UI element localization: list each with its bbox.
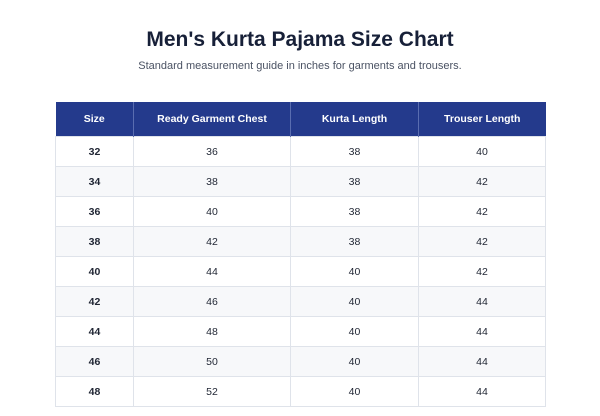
column-header: Ready Garment Chest	[133, 102, 291, 137]
table-row: 32 36 38 40	[55, 136, 546, 167]
size-cell: 36	[55, 196, 134, 227]
column-header: Size	[55, 102, 134, 137]
table-row: 36 40 38 42	[55, 196, 546, 227]
measure-cell: 52	[133, 376, 291, 407]
measure-cell: 38	[133, 166, 291, 197]
measure-cell: 50	[133, 346, 291, 377]
table-row: 46 50 40 44	[55, 346, 546, 377]
measure-cell: 36	[133, 136, 291, 167]
measure-cell: 42	[418, 226, 546, 257]
table-row: 40 44 40 42	[55, 256, 546, 287]
header-row: Size Ready Garment Chest Kurta Length Trous…	[55, 102, 546, 137]
size-cell: 38	[55, 226, 134, 257]
measure-cell: 40	[418, 136, 546, 167]
measure-cell: 48	[133, 316, 291, 347]
size-cell: 44	[55, 316, 134, 347]
table-body: 32 36 38 40 34 38 38 42 36 40 38 42 38 42 38 42 40 44 40 42…	[55, 136, 546, 407]
measure-cell: 42	[418, 196, 546, 227]
measure-cell: 44	[418, 286, 546, 317]
size-cell: 34	[55, 166, 134, 197]
measure-cell: 40	[290, 316, 419, 347]
table-row: 42 46 40 44	[55, 286, 546, 317]
title: Men's Kurta Pajama Size Chart	[146, 28, 454, 51]
measure-cell: 40	[133, 196, 291, 227]
table-row: 48 52 40 44	[55, 376, 546, 407]
column-header: Kurta Length	[290, 102, 419, 137]
measure-cell: 42	[133, 226, 291, 257]
measure-cell: 44	[133, 256, 291, 287]
table-row: 34 38 38 42	[55, 166, 546, 197]
measure-cell: 40	[290, 256, 419, 287]
table-row: 44 48 40 44	[55, 316, 546, 347]
measure-cell: 44	[418, 376, 546, 407]
measure-cell: 42	[418, 166, 546, 197]
measure-cell: 38	[290, 136, 419, 167]
size-cell: 46	[55, 346, 134, 377]
subtitle: Standard measurement guide in inches for…	[138, 60, 462, 72]
measure-cell: 38	[290, 196, 419, 227]
size-cell: 40	[55, 256, 134, 287]
measure-cell: 38	[290, 226, 419, 257]
size-cell: 42	[55, 286, 134, 317]
measure-cell: 44	[418, 316, 546, 347]
measure-cell: 40	[290, 376, 419, 407]
column-header: Trouser Length	[418, 102, 546, 137]
measure-cell: 46	[133, 286, 291, 317]
table-row: 38 42 38 42	[55, 226, 546, 257]
size-cell: 32	[55, 136, 134, 167]
measure-cell: 38	[290, 166, 419, 197]
measure-cell: 42	[418, 256, 546, 287]
measure-cell: 40	[290, 346, 419, 377]
size-cell: 48	[55, 376, 134, 407]
measure-cell: 44	[418, 346, 546, 377]
measure-cell: 40	[290, 286, 419, 317]
size-table: Size Ready Garment Chest Kurta Length Trous…	[55, 102, 546, 407]
